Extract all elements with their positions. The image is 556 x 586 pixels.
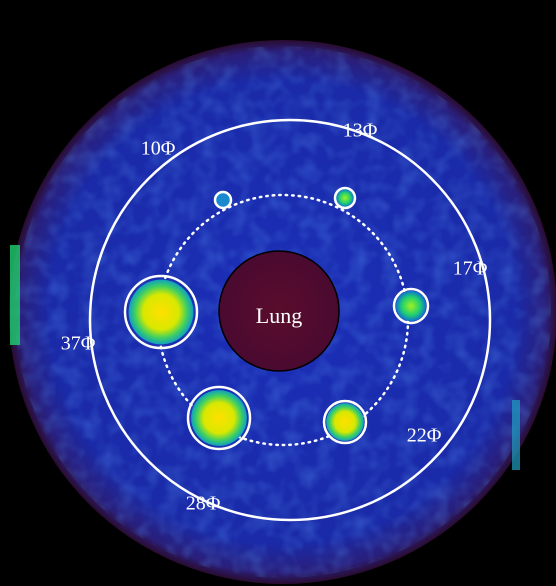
sphere-label: 17Φ [453, 258, 488, 280]
hot-sphere [326, 403, 364, 441]
hot-sphere [129, 280, 194, 345]
sphere-label: 37Φ [61, 333, 96, 355]
sphere-label: 13Φ [343, 120, 378, 142]
phantom-image: Lung 10Φ 13Φ 17Φ 22Φ 28Φ 37Φ [0, 0, 556, 586]
hot-sphere [191, 390, 247, 446]
lung-label: Lung [256, 303, 302, 328]
page: Lung 10Φ13Φ17Φ22Φ28Φ37Φ (() => { const d… [0, 0, 556, 586]
edge-artifact [10, 245, 20, 345]
sphere-label: 22Φ [407, 425, 442, 447]
sphere-label: 28Φ [186, 493, 221, 515]
hot-sphere [396, 291, 427, 322]
sphere-label: 10Φ [141, 138, 176, 160]
edge-artifact [512, 400, 520, 470]
